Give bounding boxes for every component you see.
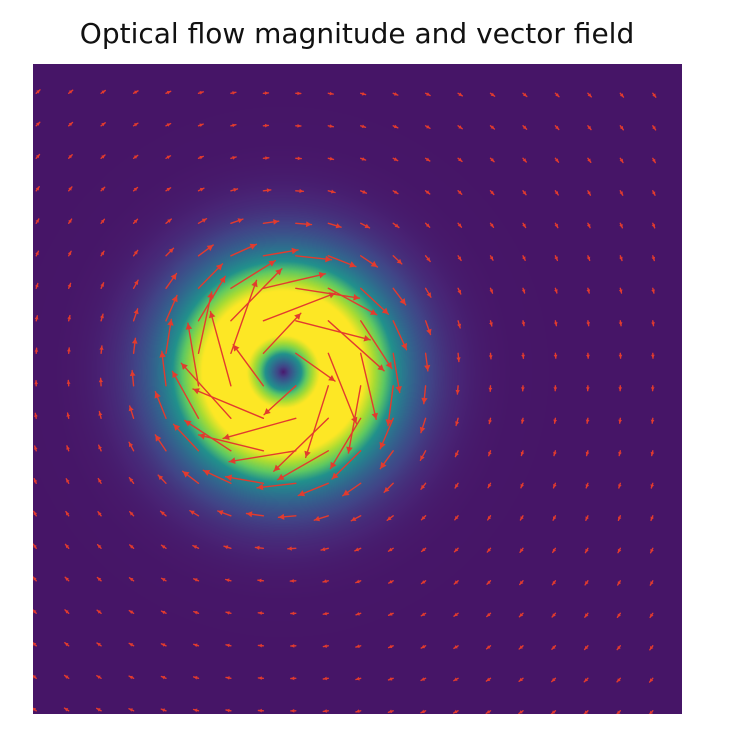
flow-figure <box>33 64 682 714</box>
magnitude-heatmap <box>33 64 682 714</box>
chart-title: Optical flow magnitude and vector field <box>79 17 635 50</box>
